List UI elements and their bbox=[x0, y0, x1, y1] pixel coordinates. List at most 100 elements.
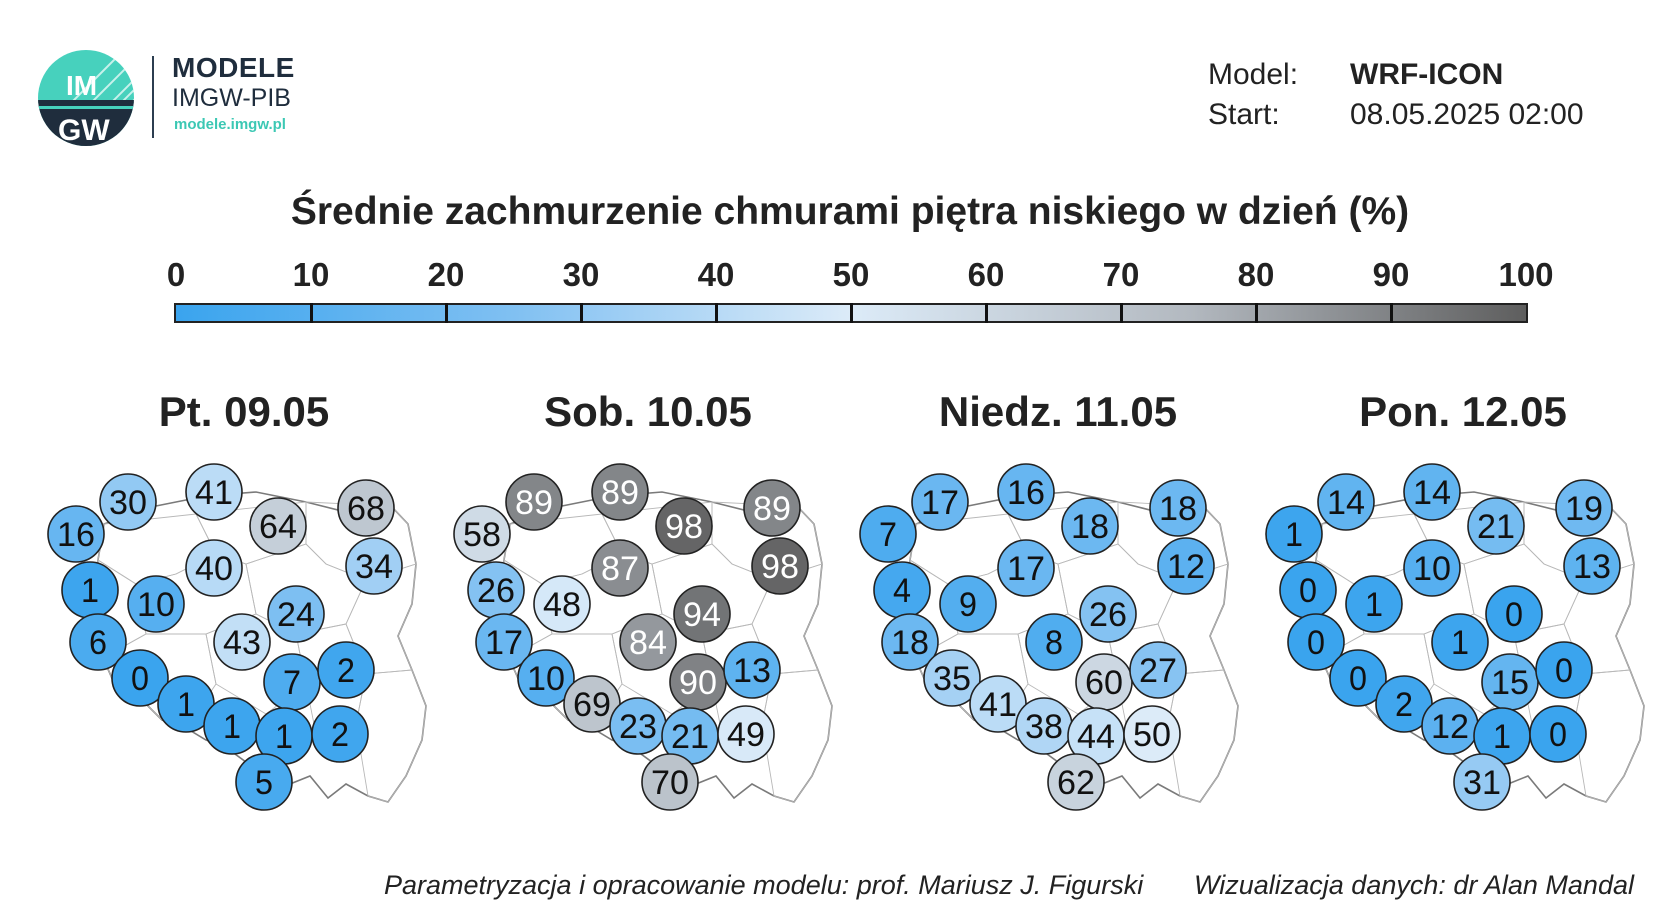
station-marker: 26 bbox=[1079, 585, 1137, 643]
station-marker: 1 bbox=[1431, 613, 1489, 671]
station-marker: 43 bbox=[213, 613, 271, 671]
day-label: Pt. 09.05 bbox=[158, 388, 330, 435]
station-marker: 14 bbox=[1317, 473, 1375, 531]
station-value: 0 bbox=[1299, 572, 1317, 610]
brand-title: MODELE bbox=[172, 52, 295, 83]
station-marker: 10 bbox=[517, 649, 575, 707]
station-value: 58 bbox=[463, 516, 501, 554]
brand-url-link[interactable]: modele.imgw.pl bbox=[174, 116, 286, 133]
station-marker: 18 bbox=[1149, 479, 1207, 537]
station-circle bbox=[1079, 585, 1137, 643]
station-circle bbox=[1403, 539, 1461, 597]
station-circle bbox=[1061, 497, 1119, 555]
station-value: 13 bbox=[1573, 548, 1611, 586]
model-label: Model: bbox=[1208, 58, 1299, 91]
station-marker: 0 bbox=[1329, 649, 1387, 707]
station-value: 17 bbox=[1007, 550, 1045, 588]
station-value: 41 bbox=[195, 474, 233, 512]
station-circle bbox=[1047, 753, 1105, 811]
station-marker: 1 bbox=[203, 697, 261, 755]
station-marker: 48 bbox=[533, 575, 591, 633]
station-value: 10 bbox=[137, 586, 175, 624]
colorbar-tick-label: 50 bbox=[832, 256, 870, 293]
station-value: 16 bbox=[57, 516, 95, 554]
station-circle bbox=[267, 585, 325, 643]
station-value: 48 bbox=[543, 586, 581, 624]
footer-credit-visualization: Wizualizacja danych: dr Alan Mandal bbox=[1194, 870, 1634, 900]
station-marker: 2 bbox=[311, 705, 369, 763]
logo-divider bbox=[152, 56, 154, 138]
station-value: 21 bbox=[1477, 508, 1515, 546]
footer-credit-model: Parametryzacja i opracowanie modelu: pro… bbox=[384, 870, 1144, 900]
colorbar-tick-mark bbox=[580, 303, 589, 323]
station-marker: 90 bbox=[669, 653, 727, 711]
station-value: 50 bbox=[1133, 716, 1171, 754]
station-circle bbox=[1025, 613, 1083, 671]
station-marker: 31 bbox=[1453, 753, 1511, 811]
station-circle bbox=[337, 479, 395, 537]
station-marker: 17 bbox=[475, 613, 533, 671]
station-value: 1 bbox=[1285, 516, 1303, 554]
station-marker: 18 bbox=[881, 613, 939, 671]
station-circle bbox=[1467, 497, 1525, 555]
station-marker: 40 bbox=[185, 539, 243, 597]
colorbar-tick-label: 10 bbox=[292, 256, 330, 293]
station-marker: 27 bbox=[1129, 641, 1187, 699]
station-marker: 35 bbox=[923, 649, 981, 707]
station-marker: 0 bbox=[1485, 585, 1543, 643]
station-value: 60 bbox=[1085, 664, 1123, 702]
station-marker: 98 bbox=[751, 537, 809, 595]
station-value: 7 bbox=[283, 664, 301, 702]
station-value: 62 bbox=[1057, 764, 1095, 802]
station-marker: 2 bbox=[1375, 675, 1433, 733]
station-value: 27 bbox=[1139, 652, 1177, 690]
station-marker: 18 bbox=[1061, 497, 1119, 555]
station-marker: 41 bbox=[185, 463, 243, 521]
station-marker: 2 bbox=[317, 641, 375, 699]
station-marker: 87 bbox=[591, 539, 649, 597]
station-circle bbox=[881, 613, 939, 671]
station-marker: 44 bbox=[1067, 707, 1125, 765]
station-circle bbox=[1403, 463, 1461, 521]
station-value: 69 bbox=[573, 686, 611, 724]
station-marker: 1 bbox=[1345, 575, 1403, 633]
station-circle bbox=[1345, 575, 1403, 633]
station-marker: 0 bbox=[111, 649, 169, 707]
station-value: 16 bbox=[1007, 474, 1045, 512]
station-value: 1 bbox=[1365, 586, 1383, 624]
station-circle bbox=[1555, 479, 1613, 537]
station-value: 98 bbox=[761, 548, 799, 586]
colorbar-tick-label: 80 bbox=[1237, 256, 1275, 293]
colorbar-tick-label: 90 bbox=[1372, 256, 1410, 293]
station-marker: 50 bbox=[1123, 705, 1181, 763]
station-marker: 7 bbox=[859, 505, 917, 563]
station-circle bbox=[111, 649, 169, 707]
station-marker: 89 bbox=[743, 479, 801, 537]
colorbar-tick-mark bbox=[1390, 303, 1399, 323]
station-circle bbox=[99, 473, 157, 531]
station-value: 18 bbox=[1071, 508, 1109, 546]
station-marker: 89 bbox=[591, 463, 649, 521]
station-circle bbox=[673, 585, 731, 643]
imgw-logo: IM GW bbox=[38, 50, 134, 147]
station-circle bbox=[1129, 641, 1187, 699]
station-circle bbox=[235, 753, 293, 811]
station-marker: 7 bbox=[263, 653, 321, 711]
station-marker: 14 bbox=[1403, 463, 1461, 521]
station-circle bbox=[641, 753, 699, 811]
station-value: 0 bbox=[131, 660, 149, 698]
station-marker: 15 bbox=[1481, 653, 1539, 711]
colorbar-tick-label: 100 bbox=[1498, 256, 1554, 293]
station-value: 7 bbox=[879, 516, 897, 554]
station-value: 14 bbox=[1413, 474, 1451, 512]
station-circle bbox=[997, 539, 1055, 597]
station-circle bbox=[939, 575, 997, 633]
station-value: 90 bbox=[679, 664, 717, 702]
station-marker: 21 bbox=[661, 707, 719, 765]
station-marker: 68 bbox=[337, 479, 395, 537]
colorbar-tick-mark bbox=[310, 303, 319, 323]
station-marker: 30 bbox=[99, 473, 157, 531]
station-marker: 41 bbox=[969, 675, 1027, 733]
station-value: 0 bbox=[1549, 716, 1567, 754]
